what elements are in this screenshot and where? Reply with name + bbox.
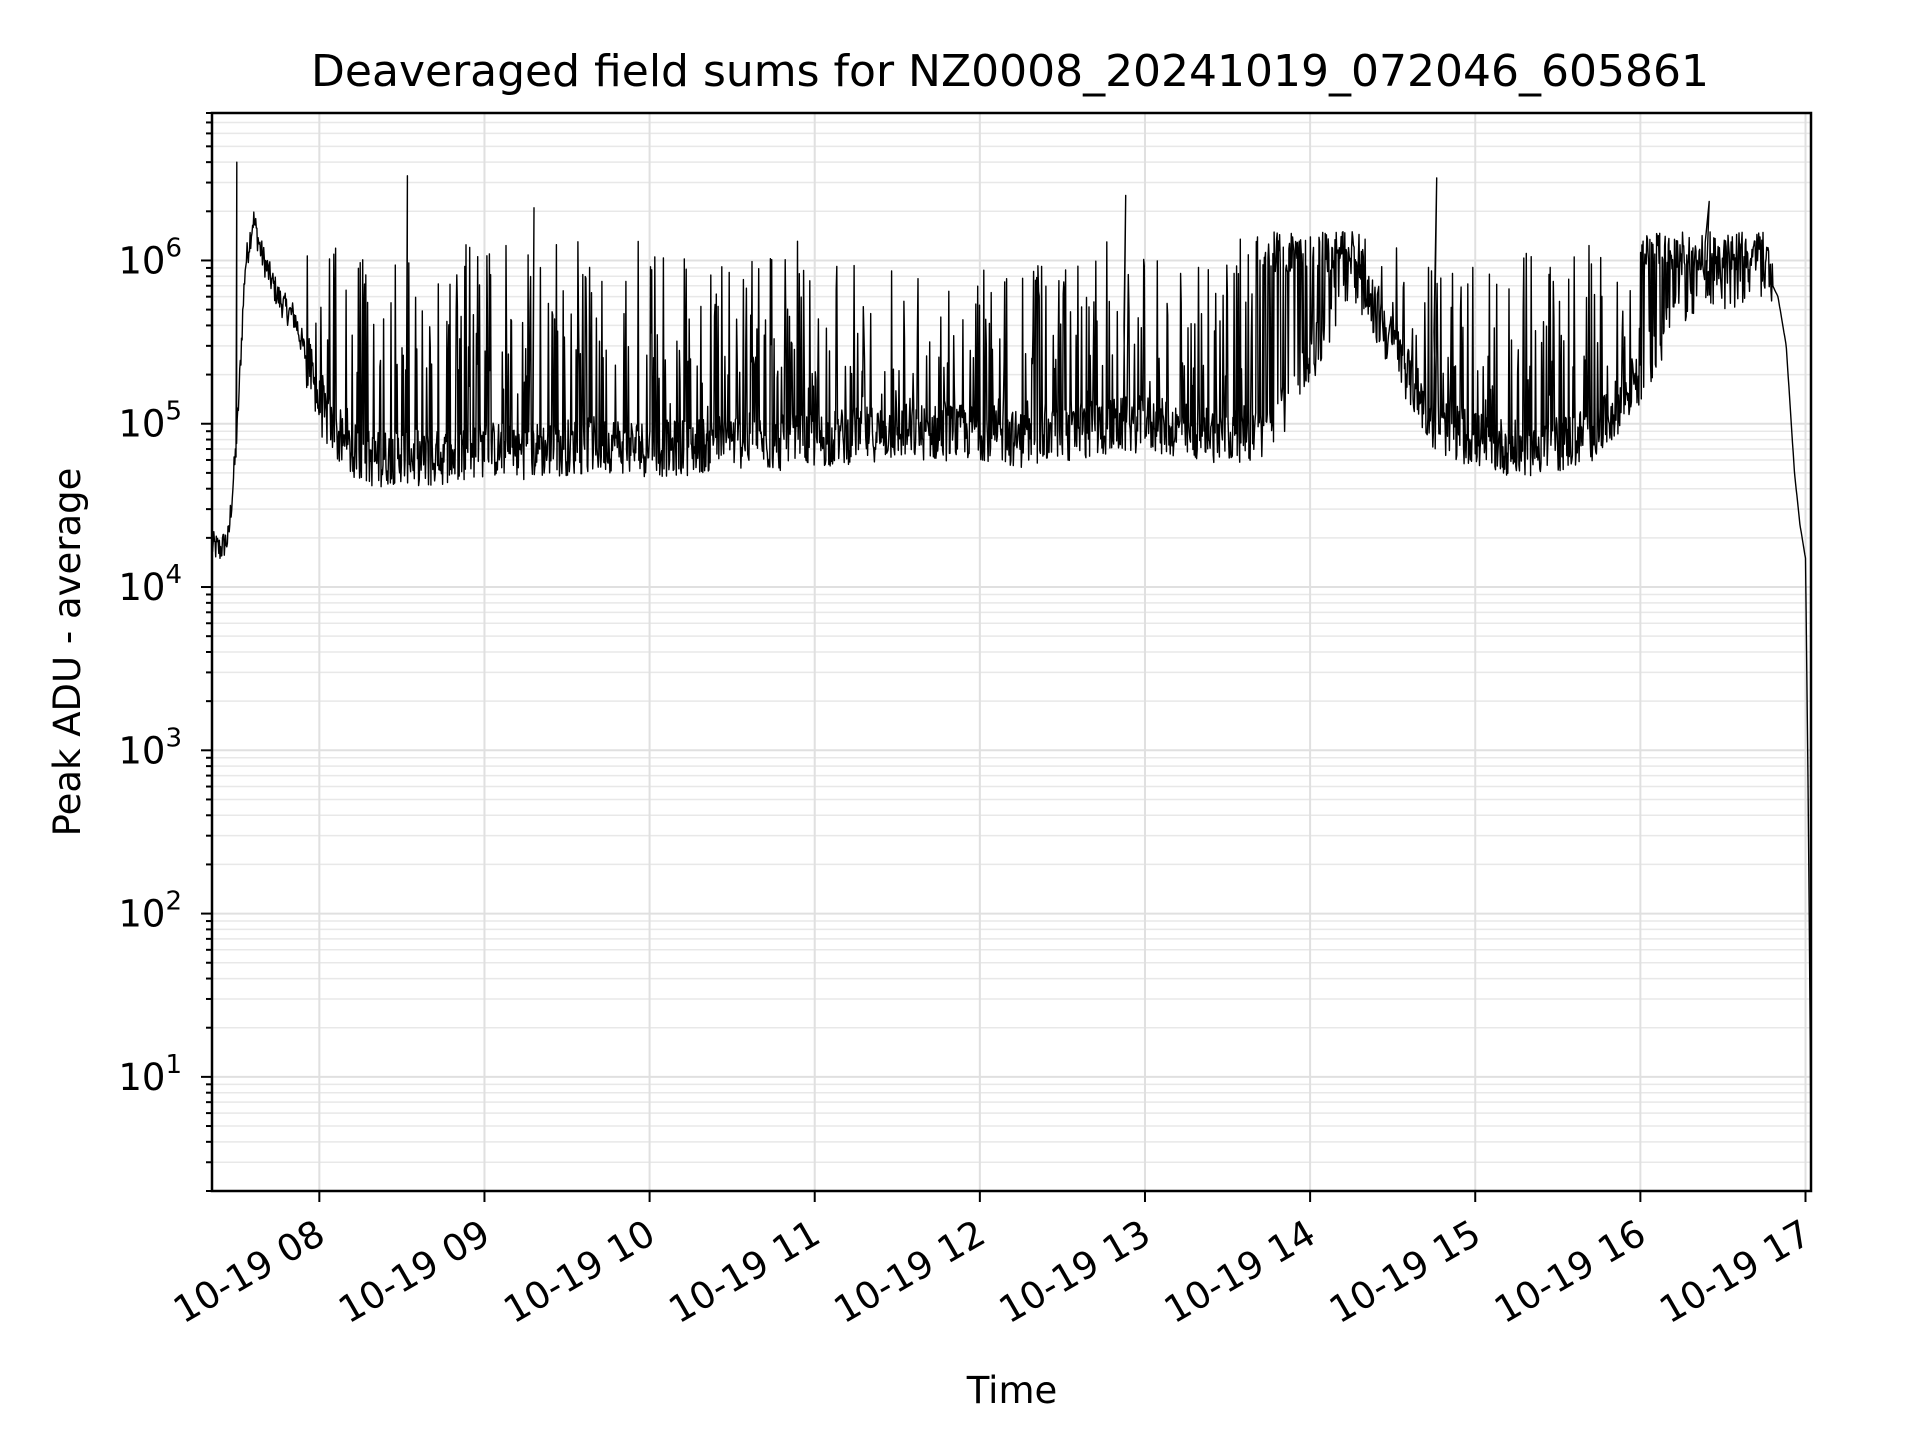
x-axis-label: Time [966, 1369, 1058, 1412]
x-tick-label: 10-19 10 [497, 1212, 663, 1332]
x-tick-label: 10-19 11 [662, 1212, 828, 1332]
y-tick-label: 103 [118, 723, 182, 772]
x-axis-ticks: 10-19 08 10-19 09 10-19 10 10-19 11 10-19 12… [166, 1191, 1818, 1332]
y-tick-label: 104 [118, 560, 182, 609]
chart-title: Deaveraged field sums for NZ0008_2024101… [311, 46, 1709, 97]
y-tick-label: 101 [118, 1050, 182, 1099]
x-tick-label: 10-19 08 [166, 1212, 332, 1332]
y-tick-label: 102 [118, 887, 182, 936]
x-tick-label: 10-19 15 [1322, 1212, 1488, 1332]
y-axis-label: Peak ADU - average [46, 468, 89, 837]
x-tick-label: 10-19 16 [1487, 1212, 1653, 1332]
x-tick-label: 10-19 13 [992, 1212, 1158, 1332]
x-tick-label: 10-19 17 [1652, 1212, 1818, 1332]
x-tick-label: 10-19 12 [827, 1212, 993, 1332]
y-axis-ticks: 101 102 103 104 105 106 [118, 112, 212, 1192]
x-tick-label: 10-19 09 [331, 1212, 497, 1332]
series-line [211, 161, 1812, 1142]
data-series [211, 161, 1812, 1142]
minor-gridlines [212, 112, 1811, 1192]
y-tick-label: 105 [118, 397, 182, 446]
x-tick-label: 10-19 14 [1157, 1212, 1323, 1332]
y-tick-label: 106 [118, 233, 182, 282]
